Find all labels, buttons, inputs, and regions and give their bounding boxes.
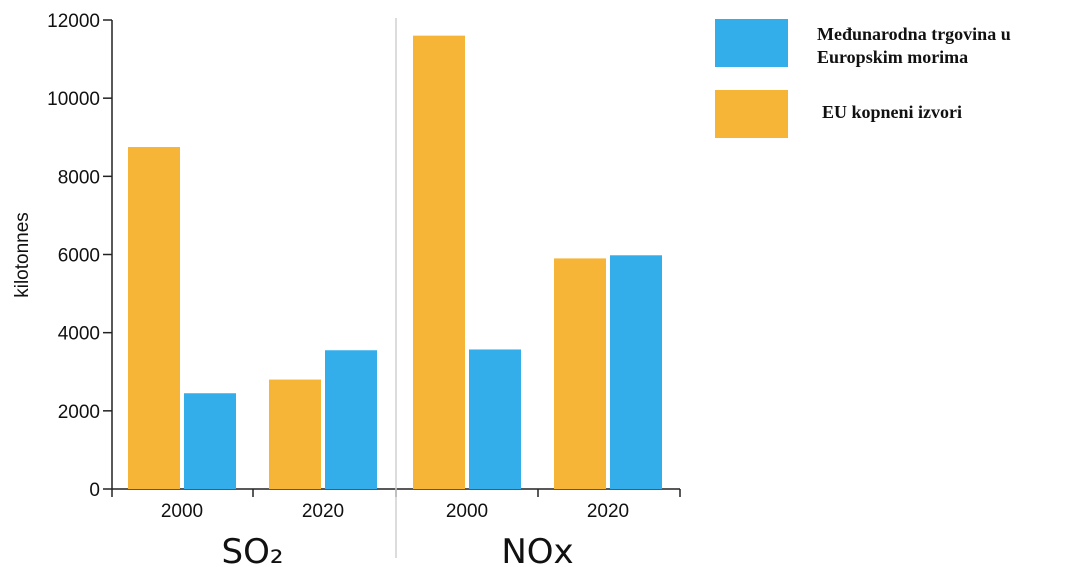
y-tick-label: 2000 <box>58 402 100 423</box>
bar <box>413 35 465 490</box>
y-axis: 0 2000 4000 6000 8000 10000 12000 <box>47 11 113 501</box>
bar <box>325 350 377 489</box>
legend-swatch <box>715 90 788 138</box>
bar <box>269 379 321 489</box>
bars <box>128 35 662 490</box>
y-tick-label: 6000 <box>58 246 100 267</box>
legend-swatch <box>715 19 788 67</box>
y-tick-label: 12000 <box>47 11 100 32</box>
bar <box>469 349 521 489</box>
group-labels: SO₂ NOx <box>222 532 574 567</box>
y-tick-label: 10000 <box>47 89 100 110</box>
x-tick-label: 2000 <box>161 501 203 522</box>
y-tick-label: 4000 <box>58 324 100 345</box>
bar <box>554 258 606 489</box>
bar <box>610 255 662 489</box>
legend-label: EU kopneni izvori <box>822 102 962 122</box>
legend-label: Međunarodna trgovina u <box>817 24 1011 44</box>
y-tick-label: 0 <box>89 480 100 501</box>
x-tick-label: 2020 <box>587 501 629 522</box>
y-axis-title: kilotonnes <box>12 212 33 298</box>
group-label: NOx <box>501 532 573 567</box>
legend: Međunarodna trgovina u Europskim morima EU… <box>715 19 1011 138</box>
legend-label: Europskim morima <box>817 47 968 67</box>
x-tick-label: 2020 <box>302 501 344 522</box>
bar <box>128 147 180 490</box>
bar <box>184 393 236 489</box>
group-label: SO₂ <box>222 532 284 567</box>
y-tick-label: 8000 <box>58 167 100 188</box>
x-tick-label: 2000 <box>446 501 488 522</box>
